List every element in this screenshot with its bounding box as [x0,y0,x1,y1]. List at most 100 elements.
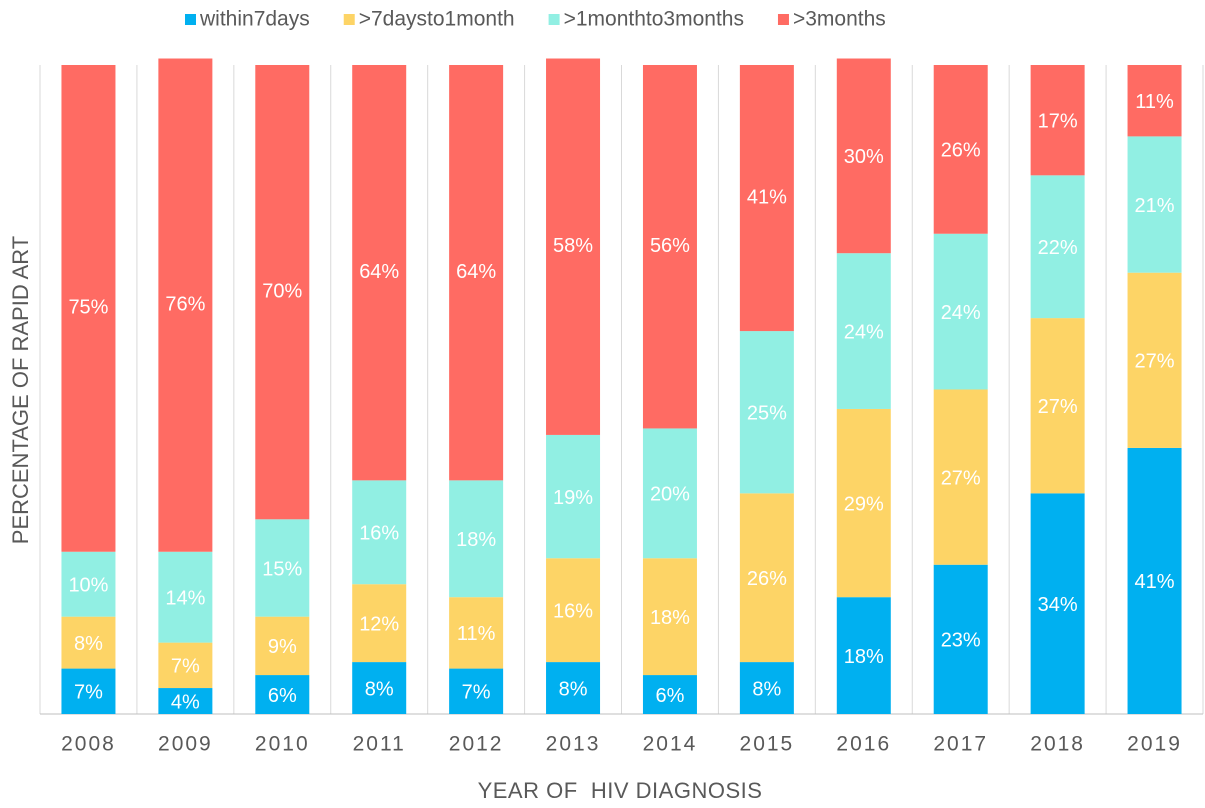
bar-segment [449,480,504,598]
x-tick-label: 2017 [933,733,988,756]
value-label: 27% [941,467,981,489]
x-tick-label: 2013 [546,733,601,756]
value-label: 26% [747,568,787,590]
bar-segment [352,662,407,714]
legend-swatch [548,14,560,25]
bar-segment [836,253,891,409]
value-label: 75% [68,297,108,319]
value-label: 11% [457,623,496,645]
value-label: 29% [844,493,884,515]
bar-segment [449,597,504,669]
x-tick-label: 2015 [740,733,795,756]
value-label: 17% [1038,110,1078,132]
value-label: 64% [359,261,399,283]
value-label: 15% [262,558,302,580]
x-tick-label: 2014 [643,733,698,756]
bar-segment [1127,65,1182,137]
x-axis-label: YEAR OF HIV DIAGNOSIS [478,778,763,803]
bar-segment [1127,272,1182,448]
value-label: 26% [941,140,981,162]
value-label: 7% [171,656,200,678]
value-label: 58% [553,235,593,257]
value-label: 8% [74,633,103,655]
value-label: 27% [1038,396,1078,418]
value-label: 64% [456,261,496,283]
x-tick-label: 2008 [61,733,116,756]
bar-segment [933,389,988,565]
value-label: 10% [68,574,108,596]
bar-segment [1127,136,1182,273]
value-label: 4% [171,691,200,713]
bar-segment [61,551,116,617]
value-label: 30% [844,146,884,168]
bar-segment [739,493,794,663]
value-label: 25% [747,402,787,424]
value-label: 24% [941,302,981,324]
value-label: 27% [1135,351,1175,373]
bar-segment [352,480,407,585]
value-label: 21% [1135,195,1175,217]
bar-segment [642,558,697,676]
bar-segment [836,597,891,714]
bar-segment [158,688,213,714]
bar-segment [158,58,213,552]
value-label: 18% [650,607,690,629]
value-label: 20% [650,484,690,506]
bar-segment [739,65,794,332]
value-label: 18% [844,646,884,668]
value-label: 70% [262,280,302,302]
bar-segment [642,675,697,714]
bar-segment [933,233,988,390]
value-label: 41% [1135,571,1175,593]
bar-segment [61,65,116,552]
y-axis-label: PERCENTAGE OF RAPID ART [8,236,33,544]
value-label: 34% [1038,594,1078,616]
value-label: 11% [1135,91,1174,113]
bar-segment [158,551,213,643]
bar-segment [836,408,891,598]
legend-label: >3months [793,8,886,31]
bar-segment [739,331,794,494]
bar-segment [1030,493,1085,714]
value-label: 24% [844,321,884,343]
bar-segment [933,65,988,234]
bar-segment [352,584,407,663]
bar-segment [642,65,697,429]
bar-segment [255,65,310,520]
x-tick-label: 2009 [158,733,213,756]
bar-segment [255,519,310,617]
x-tick-label: 2012 [449,733,504,756]
value-label: 22% [1038,237,1078,259]
legend-swatch [185,14,196,25]
bar-segment [255,675,310,714]
x-tick-label: 2010 [255,733,310,756]
bar-segment [546,58,601,435]
bar-segment [1127,447,1182,714]
bar-segment [546,662,601,714]
legend-label: >1monthto3months [564,8,744,31]
value-label: 14% [165,587,205,609]
value-label: 8% [752,678,781,700]
x-tick-label: 2018 [1030,733,1085,756]
bar-segment [546,434,601,559]
value-label: 18% [456,529,496,551]
legend-label: within7days [199,8,310,31]
bar-segment [933,564,988,714]
bar-segment [255,616,310,676]
bar-segment [1030,65,1085,176]
legend-swatch [343,14,355,25]
bar-segment [61,616,116,669]
value-label: 56% [650,235,690,257]
value-label: 8% [559,678,588,700]
bar-segment [739,662,794,714]
x-tick-label: 2011 [353,733,406,756]
value-label: 7% [74,682,103,704]
bar-segment [61,668,116,714]
legend-label: >7daysto1month [359,8,515,31]
bar-segment [449,65,504,481]
value-label: 6% [268,685,297,707]
bar-segment [1030,175,1085,319]
value-label: 6% [656,685,685,707]
value-label: 16% [359,523,399,545]
